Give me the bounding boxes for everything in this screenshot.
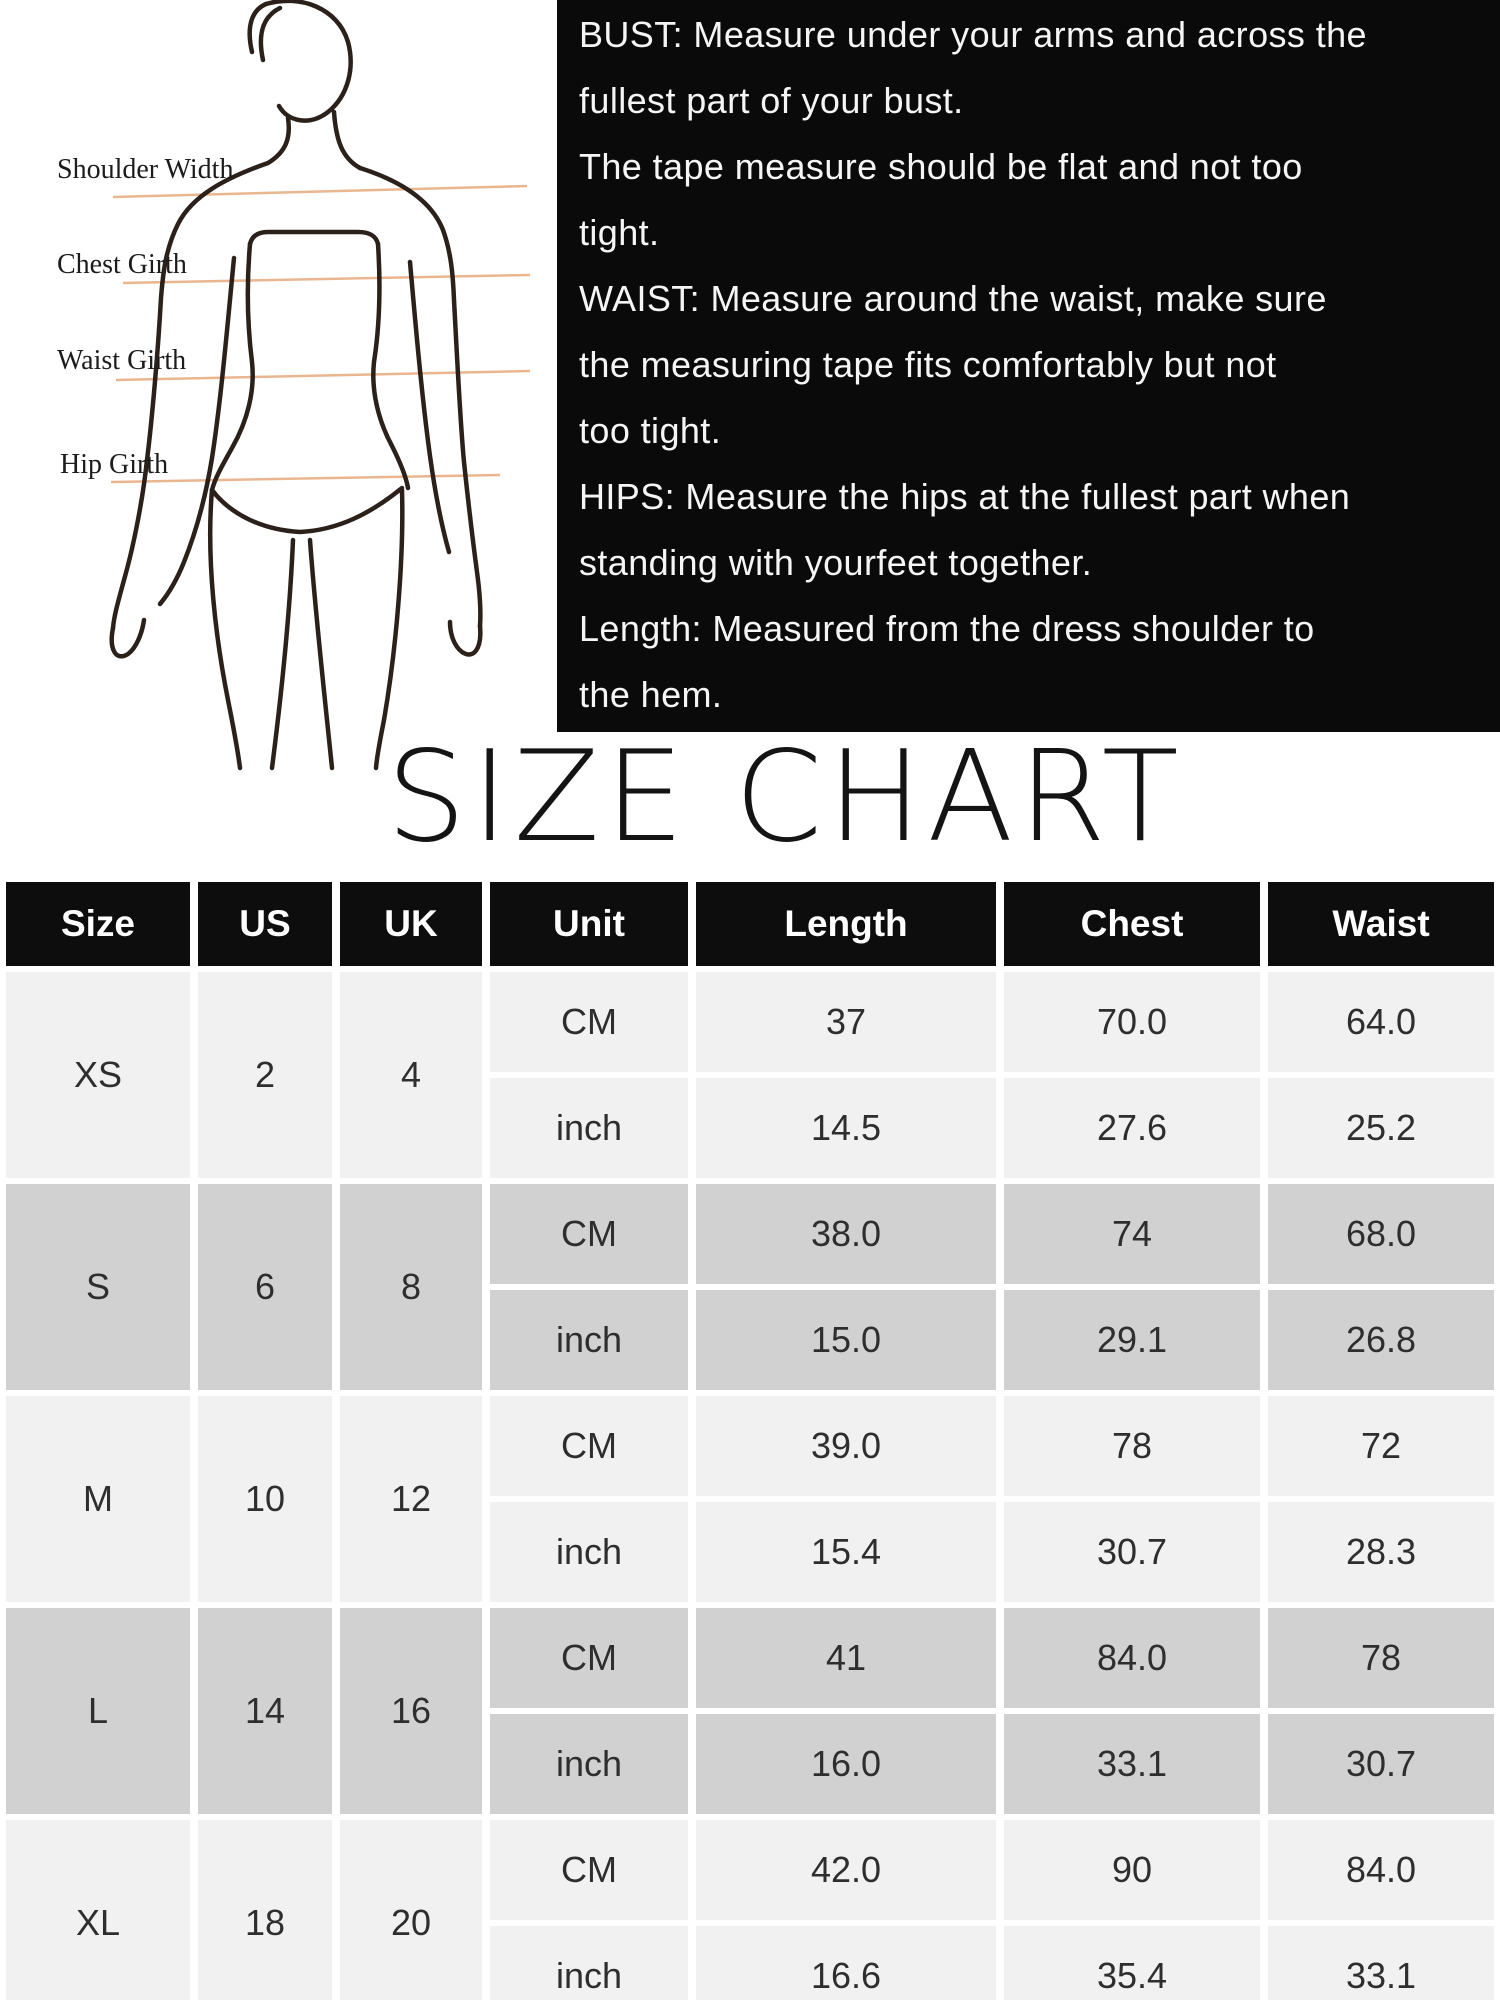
column-header-unit: Unit <box>490 882 688 966</box>
column-header-waist: Waist <box>1268 882 1494 966</box>
measure-line-shoulder <box>112 184 528 199</box>
instruction-line: The tape measure should be flat and not … <box>579 146 1303 187</box>
unit-cell-inch: inch <box>490 1714 688 1814</box>
length-value-inch: 16.6 <box>696 1926 996 2000</box>
waist-value-cm: 68.0 <box>1268 1184 1494 1284</box>
size-group-xs: XS 2 4 CM 37 70.0 64.0 inch 14.5 27.6 25.2 <box>6 972 1494 1178</box>
waist-value-inch: 25.2 <box>1268 1078 1494 1178</box>
length-value-cm: 37 <box>696 972 996 1072</box>
us-cell: 18 <box>198 1820 332 2000</box>
column-header-uk: UK <box>340 882 482 966</box>
waist-value-cm: 84.0 <box>1268 1820 1494 1920</box>
body-outline-illustration <box>109 0 531 771</box>
body-measurement-diagram: Shoulder Width Chest Girth Waist Girth H… <box>0 0 557 775</box>
instruction-line: HIPS: Measure the hips at the fullest pa… <box>579 476 1351 517</box>
us-cell: 14 <box>198 1608 332 1814</box>
chest-value-cm: 90 <box>1004 1820 1260 1920</box>
measurement-instructions: BUST: Measure under your arms and across… <box>557 0 1500 732</box>
chest-value-inch: 35.4 <box>1004 1926 1260 2000</box>
uk-cell: 4 <box>340 972 482 1178</box>
size-cell: XL <box>6 1820 190 2000</box>
figure-outline <box>109 0 483 771</box>
length-value-cm: 39.0 <box>696 1396 996 1496</box>
length-value-cm: 38.0 <box>696 1184 996 1284</box>
column-header-length: Length <box>696 882 996 966</box>
length-value-cm: 41 <box>696 1608 996 1708</box>
label-chest-girth: Chest Girth <box>57 249 187 280</box>
chest-value-inch: 33.1 <box>1004 1714 1260 1814</box>
instruction-line: tight. <box>579 212 660 253</box>
length-value-inch: 16.0 <box>696 1714 996 1814</box>
uk-cell: 16 <box>340 1608 482 1814</box>
us-cell: 10 <box>198 1396 332 1602</box>
unit-cell-cm: CM <box>490 972 688 1072</box>
label-waist-girth: Waist Girth <box>57 345 187 376</box>
instruction-line: WAIST: Measure around the waist, make su… <box>579 278 1327 319</box>
size-table: Size US UK Unit Length Chest Waist XS 2 4 CM 37 70.… <box>6 882 1494 2000</box>
unit-cell-cm: CM <box>490 1820 688 1920</box>
size-cell: M <box>6 1396 190 1602</box>
label-shoulder-width: Shoulder Width <box>57 154 234 185</box>
instruction-line: the hem. <box>579 674 723 715</box>
measure-line-waist <box>115 369 531 382</box>
instruction-line: Length: Measured from the dress shoulder… <box>579 608 1315 649</box>
length-value-inch: 15.0 <box>696 1290 996 1390</box>
instruction-line: the measuring tape fits comfortably but … <box>579 344 1277 385</box>
chest-value-inch: 27.6 <box>1004 1078 1260 1178</box>
unit-cell-inch: inch <box>490 1290 688 1390</box>
length-value-inch: 14.5 <box>696 1078 996 1178</box>
size-group-l: L 14 16 CM 41 84.0 78 inch 16.0 33.1 30.7 <box>6 1608 1494 1814</box>
measure-line-chest <box>122 273 531 285</box>
chest-value-cm: 78 <box>1004 1396 1260 1496</box>
unit-cell-cm: CM <box>490 1608 688 1708</box>
us-cell: 6 <box>198 1184 332 1390</box>
instruction-line: standing with yourfeet together. <box>579 542 1093 583</box>
instruction-line: fullest part of your bust. <box>579 80 964 121</box>
page-title: SIZE CHART <box>386 723 1184 870</box>
instructions-text: BUST: Measure under your arms and across… <box>579 2 1492 728</box>
label-hip-girth: Hip Girth <box>60 449 169 480</box>
measure-line-hip <box>110 473 501 484</box>
chest-value-inch: 30.7 <box>1004 1502 1260 1602</box>
instruction-line: too tight. <box>579 410 722 451</box>
uk-cell: 12 <box>340 1396 482 1602</box>
waist-value-inch: 33.1 <box>1268 1926 1494 2000</box>
chest-value-cm: 74 <box>1004 1184 1260 1284</box>
uk-cell: 20 <box>340 1820 482 2000</box>
unit-cell-cm: CM <box>490 1396 688 1496</box>
unit-cell-inch: inch <box>490 1926 688 2000</box>
waist-value-inch: 30.7 <box>1268 1714 1494 1814</box>
size-group-s: S 6 8 CM 38.0 74 68.0 inch 15.0 29.1 26.8 <box>6 1184 1494 1390</box>
size-group-m: M 10 12 CM 39.0 78 72 inch 15.4 30.7 28.3 <box>6 1396 1494 1602</box>
uk-cell: 8 <box>340 1184 482 1390</box>
column-header-us: US <box>198 882 332 966</box>
column-header-size: Size <box>6 882 190 966</box>
column-header-chest: Chest <box>1004 882 1260 966</box>
size-table-body: XS 2 4 CM 37 70.0 64.0 inch 14.5 27.6 25.2 S 6 8 CM 38.… <box>6 972 1494 2000</box>
unit-cell-cm: CM <box>490 1184 688 1284</box>
length-value-inch: 15.4 <box>696 1502 996 1602</box>
us-cell: 2 <box>198 972 332 1178</box>
waist-value-cm: 72 <box>1268 1396 1494 1496</box>
chest-value-cm: 84.0 <box>1004 1608 1260 1708</box>
waist-value-inch: 28.3 <box>1268 1502 1494 1602</box>
size-group-xl: XL 18 20 CM 42.0 90 84.0 inch 16.6 35.4 33.1 <box>6 1820 1494 2000</box>
waist-value-inch: 26.8 <box>1268 1290 1494 1390</box>
waist-value-cm: 78 <box>1268 1608 1494 1708</box>
waist-value-cm: 64.0 <box>1268 972 1494 1072</box>
unit-cell-inch: inch <box>490 1502 688 1602</box>
size-table-header: Size US UK Unit Length Chest Waist <box>6 882 1494 966</box>
unit-cell-inch: inch <box>490 1078 688 1178</box>
chest-value-inch: 29.1 <box>1004 1290 1260 1390</box>
chest-value-cm: 70.0 <box>1004 972 1260 1072</box>
instruction-line: BUST: Measure under your arms and across… <box>579 14 1367 55</box>
size-cell: L <box>6 1608 190 1814</box>
size-cell: S <box>6 1184 190 1390</box>
length-value-cm: 42.0 <box>696 1820 996 1920</box>
size-cell: XS <box>6 972 190 1178</box>
